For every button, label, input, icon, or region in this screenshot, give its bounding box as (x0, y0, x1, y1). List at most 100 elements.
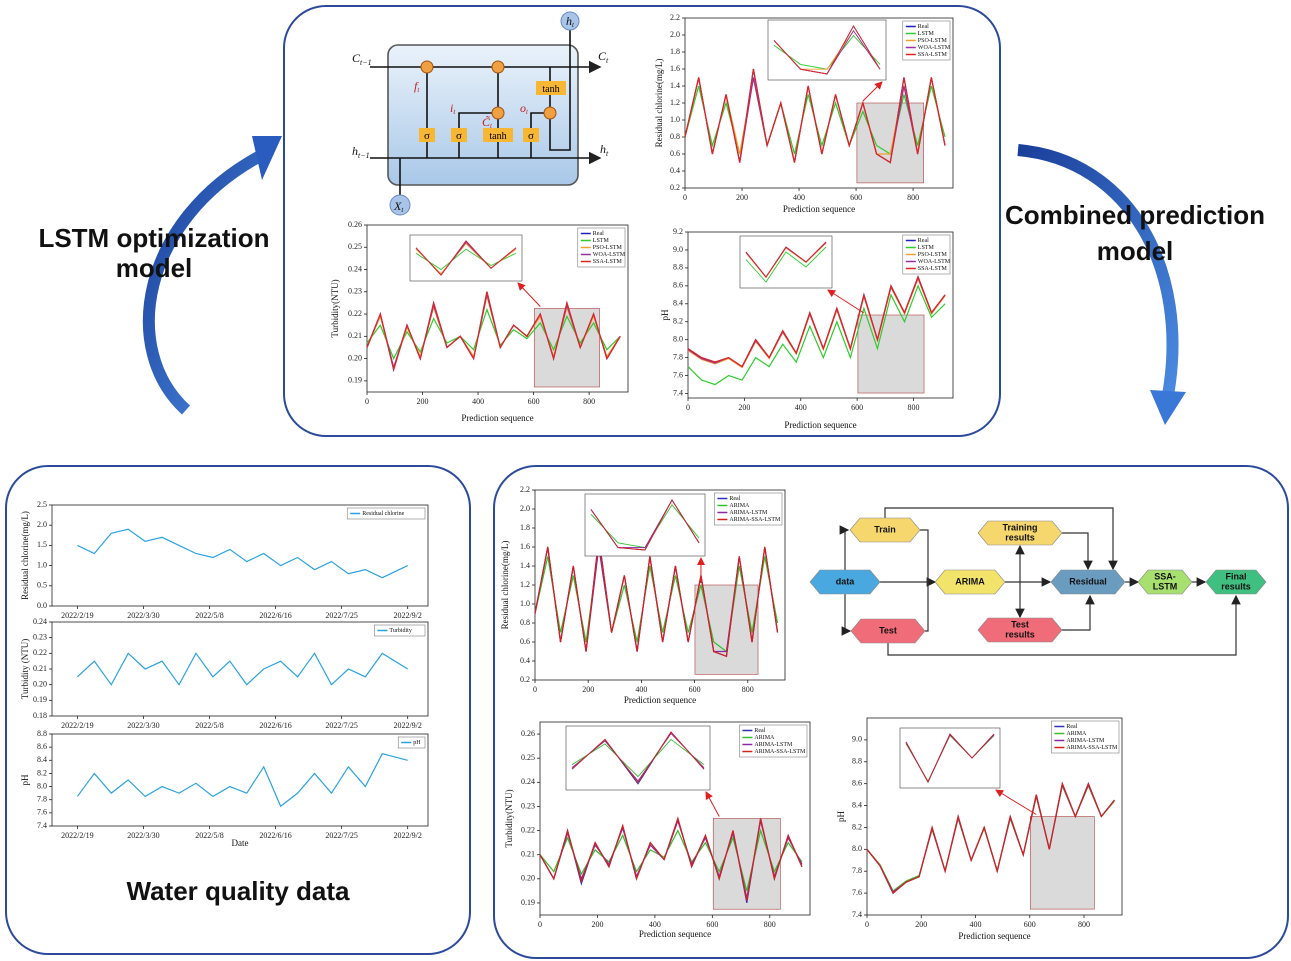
legend-label: ARIMA (1066, 731, 1087, 737)
y-tick-label: 0.2 (670, 183, 680, 192)
y-axis-label: Turbidity(NTU) (504, 789, 514, 847)
sigma-box (419, 128, 435, 142)
y-tick-label: 1.2 (520, 580, 530, 589)
y-axis-label: pH (660, 309, 670, 321)
flow-arrow (1062, 594, 1095, 631)
y-tick-label: 8.8 (37, 729, 47, 738)
flow-arrow (884, 507, 1118, 571)
sub: t (453, 108, 456, 116)
legend-label: SSA-LSTM (593, 259, 623, 265)
h-prev: ht−1 (352, 144, 370, 160)
x-tick-label: 0 (686, 403, 690, 412)
legend-box (374, 624, 426, 637)
y-tick-label: 8.4 (852, 800, 862, 809)
legend-label: SSA-LSTM (918, 52, 948, 58)
x-tick-label: 2022/9/2 (393, 611, 421, 620)
flow-line (920, 529, 929, 632)
y-tick-label: 0.19 (348, 376, 362, 385)
x-tick-label: 2022/3/30 (127, 831, 159, 840)
y-tick-label: 0.21 (33, 664, 47, 673)
y-tick-label: 0.24 (348, 264, 362, 273)
y-tick-label: 0.4 (520, 656, 530, 665)
legend-label: Turbidity (389, 628, 411, 634)
c-prev: Ct−1 (352, 51, 372, 67)
series-line (687, 284, 946, 386)
line-chart: 7.4 7.6 7.8 8.0 8.2 8.4 8.6 8.8 9.0 9.2 0 200 400 600… (660, 227, 954, 430)
legend-box (397, 736, 426, 749)
x-axis-label: Prediction sequence (624, 695, 696, 705)
sub: t (417, 86, 420, 94)
zoom-arrow (517, 282, 541, 307)
line-chart: 0.19 0.20 0.21 0.22 0.23 0.24 0.25 0.26 0 200 400 6… (330, 220, 629, 423)
flow-node-label: results (1221, 581, 1251, 591)
y-tick-label: 0.6 (670, 149, 680, 158)
series-line (539, 828, 803, 892)
tanh: tanh (489, 131, 506, 142)
inset-frame (739, 235, 833, 289)
y-axis-label: Turbidity(NTU) (330, 279, 340, 337)
line-chart: 7.4 7.6 7.8 8.0 8.2 8.4 8.6 8.8 2022/2/19 2022/3/… (20, 729, 429, 848)
y-tick-label: 8.0 (37, 781, 47, 790)
line-chart: 0.2 0.4 0.6 0.8 1.0 1.2 1.4 1.6 1.8 2.0 2.2 0 200 400… (500, 485, 786, 705)
plot-frame (366, 224, 629, 393)
x-tick-label: 2022/3/30 (127, 611, 159, 620)
y-tick-label: 0.23 (521, 801, 535, 810)
y-tick-label: 7.8 (37, 795, 47, 804)
inset-line (415, 240, 517, 276)
inset-line (571, 738, 705, 778)
inset-line (745, 241, 827, 278)
zoom-region (1029, 816, 1095, 910)
curved-arrow-right (1017, 144, 1179, 397)
h-t: ht (600, 142, 609, 158)
flow-node-label: Final (1225, 571, 1246, 581)
inset-frame (899, 727, 1001, 789)
legend-label: ARIMA-SSA-LSTM (754, 749, 806, 755)
y-tick-label: 8.2 (37, 768, 47, 777)
inset-frame (584, 493, 706, 557)
y-tick-label: 0.23 (348, 287, 362, 296)
y-tick-label: 0.23 (33, 632, 47, 641)
x-tick-label: 200 (591, 920, 603, 929)
flow-node-label: LSTM (1153, 581, 1178, 591)
left-label: LSTM optimization (38, 223, 269, 253)
legend-label: ARIMA-SSA-LSTM (1066, 745, 1118, 751)
y-tick-label: 2.0 (670, 30, 680, 39)
y-tick-label: 0.21 (348, 331, 362, 340)
y-tick-label: 2.0 (37, 520, 47, 529)
h-top: ht (566, 14, 575, 29)
y-tick-label: 0.19 (521, 898, 535, 907)
x-axis-label: Prediction sequence (783, 204, 855, 214)
x-tick-label: 2022/9/2 (393, 831, 421, 840)
legend-label: pH (413, 740, 421, 746)
y-tick-label: 7.6 (852, 888, 862, 897)
y-tick-label: 0.6 (520, 637, 530, 646)
y-tick-label: 7.4 (37, 821, 47, 830)
x-axis-label: Prediction sequence (461, 413, 533, 423)
x-tick-label: 600 (851, 403, 863, 412)
x-tick-label: 400 (970, 920, 982, 929)
series-line (534, 537, 779, 658)
y-tick-label: 2.5 (37, 500, 47, 509)
y-tick-label: 8.4 (37, 755, 47, 764)
y-tick-label: 0.4 (670, 166, 680, 175)
y-axis-label: Residual chlorine(mg/L) (654, 59, 664, 148)
legend-label: WOA-LSTM (918, 45, 951, 51)
x-tick-label: 200 (582, 685, 594, 694)
flow-arrow (887, 594, 1241, 656)
y-tick-label: 8.6 (673, 281, 683, 290)
flow-node (1050, 569, 1126, 595)
o-t: ot (520, 101, 529, 116)
flow-node (850, 618, 926, 644)
panel-data (5, 465, 471, 955)
x-tick-label: 800 (742, 685, 754, 694)
sym: h (352, 144, 358, 158)
flow-node-label: Test (879, 625, 897, 635)
legend-label: ARIMA-SSA-LSTM (729, 517, 781, 523)
x-tick-label: 2022/9/2 (393, 721, 421, 730)
inset-line (571, 731, 705, 784)
y-tick-label: 0.5 (37, 581, 47, 590)
sigma: σ (456, 130, 462, 142)
sym: C (598, 49, 607, 63)
x-axis-label: Prediction sequence (784, 420, 856, 430)
